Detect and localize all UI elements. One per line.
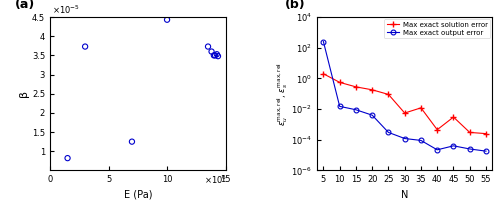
Point bbox=[128, 140, 136, 143]
Max exact solution error bbox=[483, 132, 489, 135]
Y-axis label: β: β bbox=[19, 90, 29, 97]
Max exact output error bbox=[320, 40, 326, 43]
Max exact solution error bbox=[336, 81, 342, 84]
Y-axis label: $\varepsilon_u^{\rm max,rel}$, $\varepsilon_s^{\rm max,rel}$: $\varepsilon_u^{\rm max,rel}$, $\varepsi… bbox=[274, 62, 289, 126]
Point bbox=[214, 55, 222, 58]
Max exact output error bbox=[418, 139, 424, 142]
Point bbox=[213, 53, 221, 56]
Max exact solution error bbox=[466, 131, 472, 134]
Max exact output error bbox=[369, 114, 375, 117]
Max exact solution error bbox=[320, 72, 326, 75]
Text: $\times 10^6$: $\times 10^6$ bbox=[204, 173, 228, 186]
Max exact solution error bbox=[386, 93, 392, 96]
Text: $\times 10^{-5}$: $\times 10^{-5}$ bbox=[52, 3, 80, 16]
Max exact output error bbox=[386, 131, 392, 134]
Max exact output error bbox=[434, 148, 440, 151]
Text: (b): (b) bbox=[286, 0, 306, 11]
Line: Max exact output error: Max exact output error bbox=[321, 39, 488, 154]
Max exact solution error bbox=[369, 89, 375, 91]
Text: (a): (a) bbox=[15, 0, 35, 11]
Max exact output error bbox=[353, 108, 359, 111]
X-axis label: N: N bbox=[401, 190, 408, 200]
Max exact output error bbox=[336, 105, 342, 108]
Max exact output error bbox=[483, 150, 489, 153]
Max exact solution error bbox=[353, 86, 359, 88]
Max exact output error bbox=[402, 137, 407, 140]
Point bbox=[204, 45, 212, 48]
Max exact output error bbox=[450, 145, 456, 147]
Point bbox=[208, 50, 216, 53]
Max exact solution error bbox=[402, 112, 407, 114]
X-axis label: E (Pa): E (Pa) bbox=[124, 190, 152, 200]
Point bbox=[64, 156, 72, 160]
Line: Max exact solution error: Max exact solution error bbox=[320, 71, 489, 136]
Point bbox=[81, 45, 89, 48]
Legend: Max exact solution error, Max exact output error: Max exact solution error, Max exact outp… bbox=[384, 19, 490, 38]
Point bbox=[211, 54, 219, 57]
Max exact solution error bbox=[434, 128, 440, 131]
Max exact solution error bbox=[450, 116, 456, 118]
Point bbox=[163, 18, 171, 22]
Max exact solution error bbox=[418, 106, 424, 109]
Point bbox=[210, 54, 218, 57]
Max exact output error bbox=[466, 148, 472, 150]
